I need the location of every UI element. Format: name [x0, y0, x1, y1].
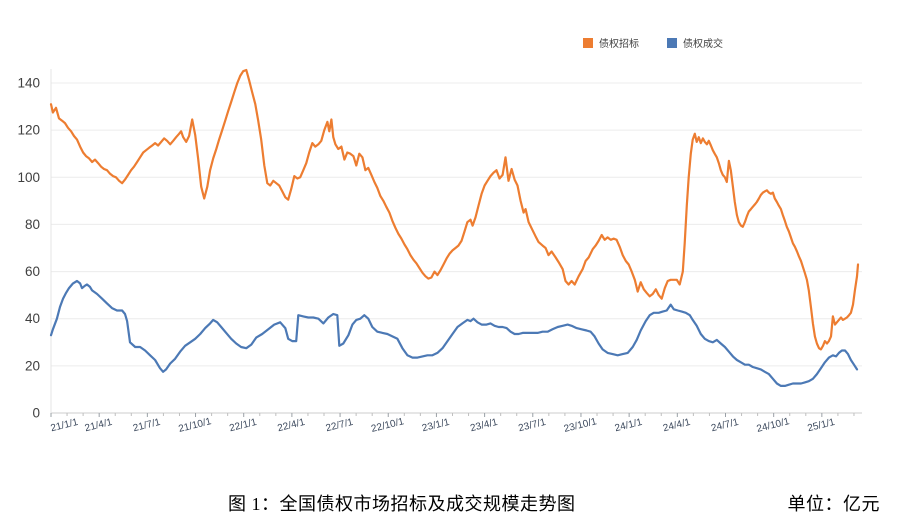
chart-legend: 债权招标 债权成交	[583, 35, 723, 50]
y-tick-label: 100	[17, 170, 40, 185]
legend-item-deal: 债权成交	[667, 35, 723, 50]
unit-label: 单位：亿元	[787, 494, 880, 514]
x-tick-label: 21/4/1	[84, 417, 114, 435]
tender-series-line	[49, 68, 860, 351]
y-tick-label: 0	[32, 406, 40, 421]
x-tick-label: 22/7/1	[325, 417, 355, 435]
x-tick-label: 24/10/1	[756, 416, 791, 435]
deal-series-swatch-icon	[667, 37, 677, 48]
x-tick-label: 24/7/1	[710, 417, 740, 435]
legend-label-deal: 债权成交	[683, 39, 723, 50]
y-tick-label: 60	[25, 264, 40, 279]
y-tick-label: 40	[25, 311, 40, 326]
y-tick-label: 120	[17, 123, 40, 138]
x-tick-label: 22/10/1	[370, 416, 405, 435]
x-tick-label: 22/4/1	[276, 417, 306, 435]
x-tick-label: 21/10/1	[177, 416, 212, 435]
x-tick-label: 23/10/1	[563, 416, 598, 435]
y-tick-label: 140	[17, 76, 40, 91]
x-tick-label: 25/1/1	[806, 417, 836, 435]
caption-row: 图 1：全国债权市场招标及成交规模走势图 单位：亿元	[0, 487, 900, 517]
x-tick-label: 21/7/1	[132, 417, 162, 435]
x-tick-label: 24/1/1	[614, 417, 644, 435]
y-tick-label: 80	[25, 217, 40, 232]
x-tick-label: 23/7/1	[517, 417, 547, 435]
x-tick-label: 23/4/1	[469, 417, 499, 435]
tender-series-swatch-icon	[583, 37, 593, 48]
x-tick-label: 22/1/1	[228, 417, 258, 435]
y-tick-label: 20	[25, 358, 40, 373]
legend-label-tender: 债权招标	[599, 39, 639, 50]
trend-chart: 0 20 40 60 80 100 120 140 21/1/1 21/4/1 21/7/1 21/1…	[17, 68, 862, 435]
x-tick-label: 24/4/1	[662, 417, 692, 435]
deal-series-line	[49, 279, 859, 387]
legend-item-tender: 债权招标	[583, 35, 639, 50]
x-tick-label: 23/1/1	[421, 417, 451, 435]
x-tick-label: 21/1/1	[50, 417, 80, 435]
figure-caption: 图 1：全国债权市场招标及成交规模走势图	[228, 494, 576, 514]
